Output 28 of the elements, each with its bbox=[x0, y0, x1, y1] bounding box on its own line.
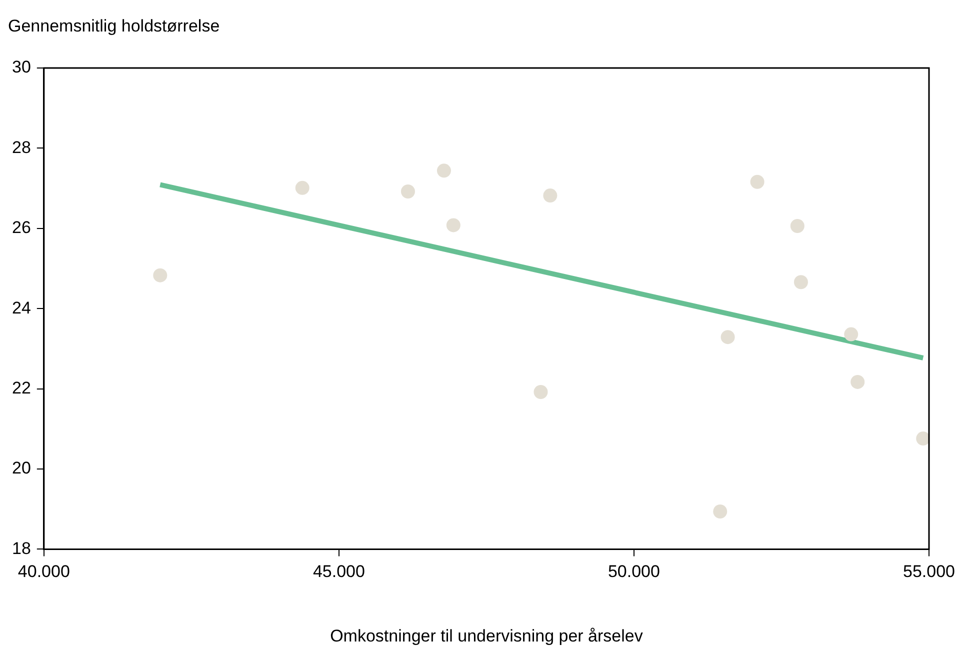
y-tick-label: 22 bbox=[12, 378, 31, 398]
x-axis-title: Omkostninger til undervisning per årselev bbox=[330, 626, 644, 646]
point bbox=[436, 164, 451, 178]
point bbox=[400, 184, 415, 199]
y-tick-label: 30 bbox=[12, 58, 31, 77]
y-tick-label: 18 bbox=[12, 538, 31, 558]
point bbox=[750, 174, 764, 189]
point bbox=[713, 504, 728, 519]
y-axis-title: Gennemsnitlig holdstørrelse bbox=[8, 16, 220, 36]
y-tick-label: 20 bbox=[12, 458, 31, 478]
point bbox=[794, 275, 808, 290]
point bbox=[153, 268, 168, 282]
point bbox=[720, 330, 735, 344]
point bbox=[916, 432, 929, 446]
point bbox=[850, 374, 865, 389]
point bbox=[543, 188, 558, 203]
y-tick-label: 24 bbox=[12, 298, 31, 318]
point bbox=[844, 327, 858, 342]
point bbox=[295, 180, 310, 195]
x-tick-label: 45.000 bbox=[312, 562, 365, 582]
x-tick-label: 40.000 bbox=[18, 562, 70, 582]
x-tick-label: 50.000 bbox=[608, 562, 660, 582]
y-tick-label: 28 bbox=[12, 138, 31, 157]
point bbox=[446, 218, 460, 232]
point bbox=[534, 385, 548, 400]
y-tick-label: 26 bbox=[12, 218, 31, 238]
x-tick-label: 55.000 bbox=[903, 562, 955, 582]
point bbox=[790, 218, 804, 233]
